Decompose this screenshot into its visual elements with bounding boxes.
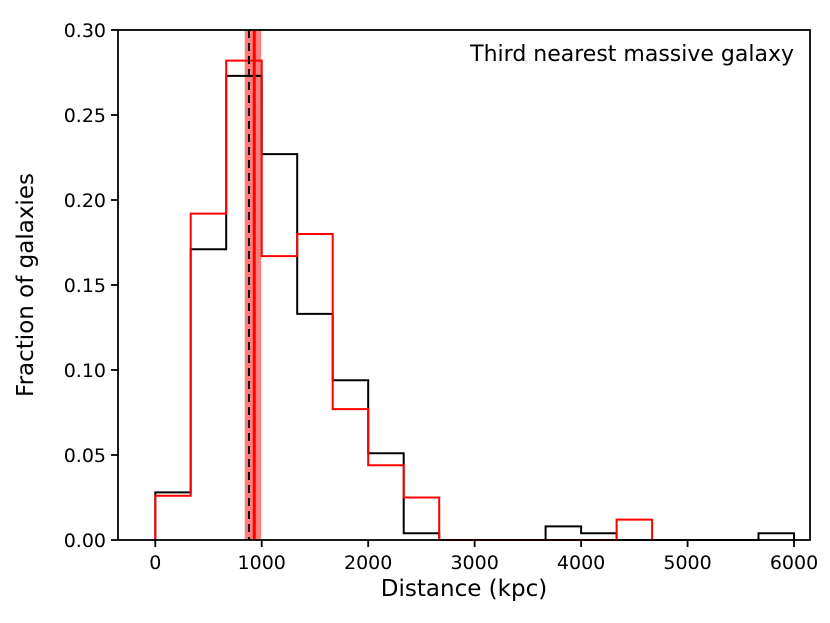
x-tick-label: 1000: [238, 552, 286, 574]
hist-red-sample: [154, 59, 654, 541]
y-axis-label: Fraction of galaxies: [13, 173, 39, 397]
y-tick-label: 0.10: [64, 360, 106, 382]
annotation-text: Third nearest massive galaxy: [470, 42, 794, 67]
y-tick-label: 0.15: [64, 275, 106, 297]
y-tick-label: 0.25: [64, 105, 106, 127]
y-tick-label: 0.05: [64, 445, 106, 467]
x-tick-label: 0: [149, 552, 161, 574]
x-tick-label: 2000: [344, 552, 392, 574]
x-axis-label: Distance (kpc): [380, 576, 548, 602]
x-tick-label: 4000: [557, 552, 605, 574]
x-tick-label: 5000: [663, 552, 711, 574]
x-tick-label: 6000: [770, 552, 818, 574]
y-tick-label: 0.30: [64, 20, 106, 42]
axes-spines: [117, 29, 811, 541]
y-tick-label: 0.00: [64, 530, 106, 552]
y-tick-label: 0.20: [64, 190, 106, 212]
x-tick-label: 3000: [450, 552, 498, 574]
